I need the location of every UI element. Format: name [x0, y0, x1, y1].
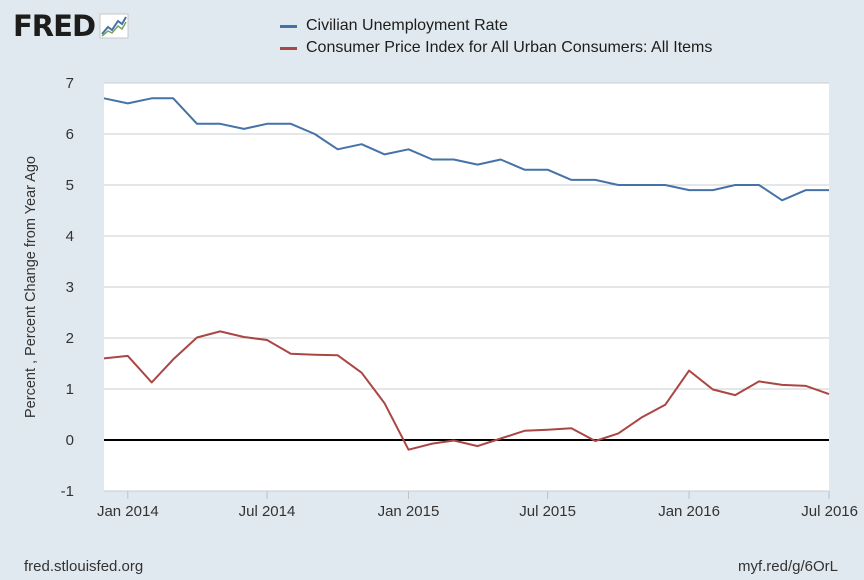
y-tick-label: 1 [66, 381, 74, 398]
y-tick-label: 0 [66, 432, 74, 449]
x-tick-label: Jul 2015 [519, 503, 576, 520]
y-tick-label: 4 [66, 228, 74, 245]
chart-logo-icon [99, 13, 129, 39]
x-tick-label: Jul 2016 [801, 503, 858, 520]
y-axis-title: Percent , Percent Change from Year Ago [23, 156, 39, 418]
y-tick-label: 3 [66, 279, 74, 296]
chart-legend: Civilian Unemployment Rate Consumer Pric… [280, 15, 712, 59]
series-lines [103, 97, 830, 451]
x-tick-label: Jan 2014 [97, 503, 159, 520]
short-url-link[interactable]: myf.red/g/6OrL [737, 558, 838, 575]
fred-wordmark: FRED [13, 9, 96, 43]
fred-logo[interactable]: FRED [13, 10, 129, 42]
y-tick-label: 5 [66, 177, 74, 194]
legend-item-unemployment[interactable]: Civilian Unemployment Rate [280, 15, 712, 37]
x-tick-label: Jan 2016 [658, 503, 720, 520]
cpi-change-line [103, 330, 830, 451]
y-axis-ticks: -1 0 1 2 3 4 5 6 7 [61, 75, 74, 500]
source-link[interactable]: fred.stlouisfed.org [24, 558, 144, 575]
x-axis-ticks: Jan 2014 Jul 2014 Jan 2015 Jul 2015 Jan 2016… [97, 491, 858, 520]
y-tick-label: -1 [61, 483, 74, 500]
legend-swatch-cpi [280, 46, 297, 50]
y-tick-label: 7 [66, 75, 74, 92]
legend-swatch-unemployment [280, 24, 297, 28]
x-tick-label: Jan 2015 [378, 503, 440, 520]
unemployment-rate-line [103, 97, 829, 202]
legend-label-unemployment: Civilian Unemployment Rate [306, 17, 508, 34]
legend-label-cpi: Consumer Price Index for All Urban Consu… [306, 39, 713, 56]
legend-item-cpi[interactable]: Consumer Price Index for All Urban Consu… [280, 37, 712, 59]
y-tick-label: 2 [66, 330, 74, 347]
y-tick-label: 6 [66, 126, 74, 143]
x-tick-label: Jul 2014 [239, 503, 296, 520]
grid-lines [104, 82, 829, 492]
